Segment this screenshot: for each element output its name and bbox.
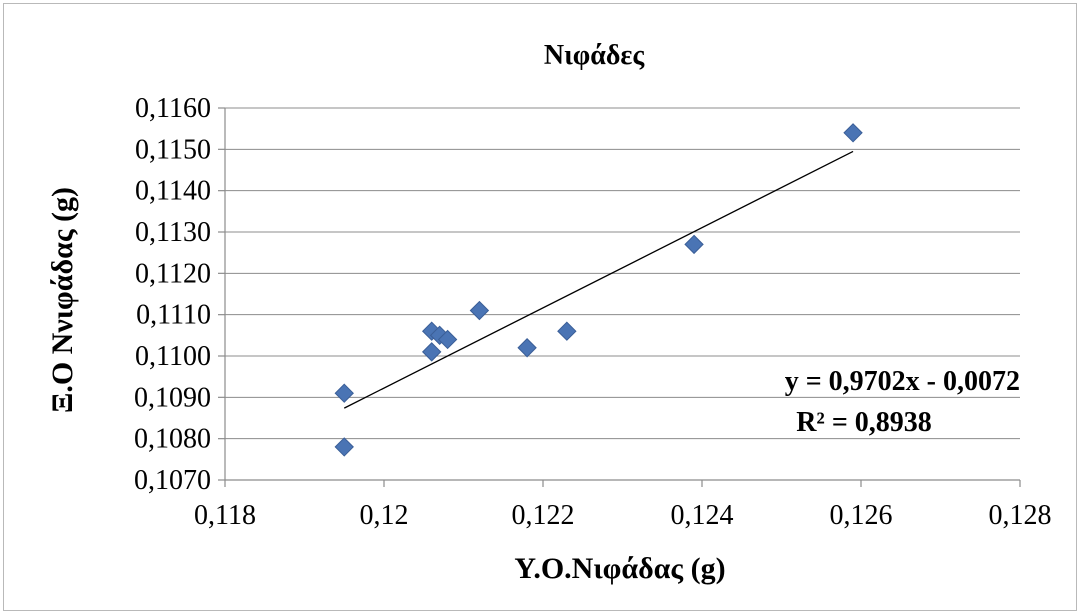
gridlines [225, 107, 1020, 440]
chart-title: Νιφάδες [544, 40, 645, 71]
x-tick-label: 0,122 [512, 500, 575, 531]
data-point [437, 329, 458, 350]
y-tick-label: 0,1150 [135, 134, 211, 165]
trendline-layer [343, 150, 854, 409]
y-tick-label: 0,1070 [134, 465, 211, 496]
data-point [421, 342, 442, 362]
r-squared-label: R² = 0,8938 [796, 407, 932, 438]
data-points [334, 123, 863, 457]
data-point [334, 383, 354, 403]
data-point [334, 437, 354, 457]
chart-frame: Νιφάδες 0,1070 0,1080 0,1090 0,1100 0,1110 0,… [3, 3, 1077, 611]
data-point [843, 123, 863, 143]
y-tick-label: 0,1160 [135, 93, 211, 124]
y-tick-label: 0,1120 [135, 258, 211, 289]
data-point [684, 234, 704, 255]
x-tick-label: 0,126 [830, 500, 893, 531]
y-axis-title: Ξ.Ο Ννιφάδας (g) [46, 187, 79, 413]
data-point [469, 300, 490, 321]
trendline [343, 150, 854, 409]
x-tick-label: 0,12 [360, 500, 409, 531]
y-tick-label: 0,1140 [135, 176, 211, 207]
scatter-chart: Νιφάδες 0,10700,10800,10900,11000,11100,… [46, 40, 1052, 585]
x-tick-label: 0,128 [989, 500, 1052, 531]
tick-labels: 0,1070 0,1080 0,1090 0,1100 0,1110 0,1120 0,11… [134, 93, 1052, 531]
y-tick-label: 0,1110 [136, 300, 211, 331]
data-point [557, 321, 577, 341]
x-tick-label: 0,118 [194, 500, 256, 531]
y-tick-label: 0,1100 [135, 341, 211, 372]
data-point [517, 338, 537, 358]
axes [218, 107, 1021, 487]
y-tick-label: 0,1080 [134, 424, 211, 455]
y-tick-label: 0,1130 [135, 217, 211, 248]
x-tick-label: 0,124 [671, 500, 734, 531]
y-tick-label: 0,1090 [134, 382, 211, 413]
trendline-equation: y = 0,9702x - 0,0072 [785, 366, 1020, 397]
x-axis-title: Υ.Ο.Νιφάδας (g) [514, 552, 725, 585]
